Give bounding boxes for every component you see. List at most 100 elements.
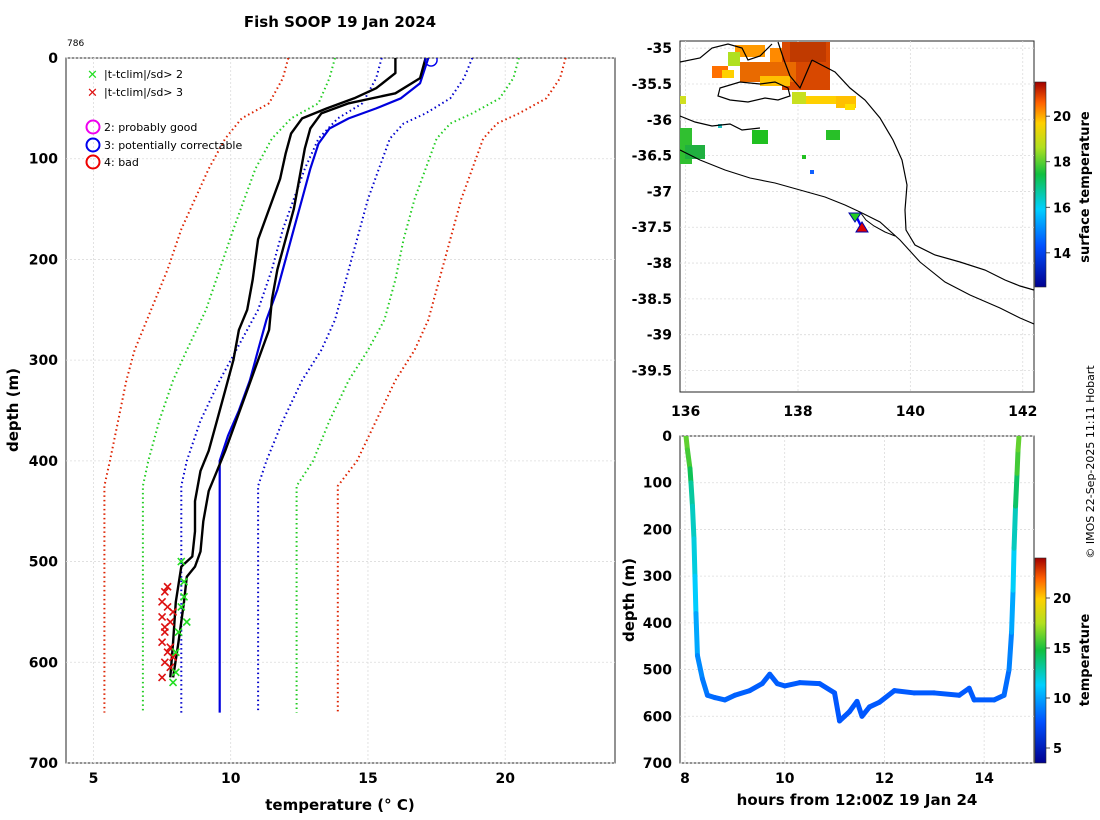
map-x-tick-label: 142 [1008, 404, 1037, 420]
temp-cbar-tick-label: 5 [1053, 742, 1062, 757]
flag-sd3-point [160, 622, 169, 632]
dt-segment [1014, 447, 1021, 476]
legend-marker-sd2: ✕ [87, 68, 98, 83]
dt-y-tick-label: 400 [643, 616, 672, 632]
flag-sd2-point [174, 628, 183, 637]
dt-segment [1006, 629, 1015, 673]
dt-segment [694, 653, 705, 682]
profile-ylabel: depth (m) [4, 368, 22, 452]
legend-item-sd2: ✕ |t-tclim|/sd> 2 [87, 68, 183, 83]
coastline [680, 43, 1034, 291]
map-y-tick-label: -38 [647, 256, 672, 272]
flag-sd2-point [171, 668, 180, 677]
map-x-tick-label: 138 [783, 404, 812, 420]
profile-legend: ✕ |t-tclim|/sd> 2 ✕ |t-tclim|/sd> 3 2: p… [85, 68, 242, 170]
dt-x-tick-label: 14 [974, 771, 994, 787]
flag-sd2-point [179, 577, 189, 586]
map-y-tick-label: -38.5 [632, 292, 672, 308]
y-tick-label: 300 [29, 353, 58, 369]
legend-label-sd3: |t-tclim|/sd> 3 [104, 86, 183, 99]
eyre-coast [680, 115, 761, 131]
kangaroo-island [717, 81, 791, 103]
depth-time-ticks: 8 10 12 14 0 100 200 300 400 500 600 700 [643, 429, 994, 787]
series-clim-1sd [180, 58, 383, 713]
dt-y-tick-label: 700 [643, 756, 672, 772]
series-measured-b [171, 58, 427, 678]
legend-item-bad: 4: bad [85, 154, 139, 170]
sst-cbar-tick-label: 20 [1053, 110, 1071, 125]
dt-segment [817, 681, 838, 696]
depth-time-panel: 8 10 12 14 0 100 200 300 400 500 600 700 hours from… [620, 429, 1093, 809]
flag-sd3-point [168, 607, 178, 616]
depth-time-grid [680, 435, 1034, 764]
legend-marker-bad [85, 154, 101, 170]
map-y-tick-label: -39 [647, 328, 672, 344]
flag-sd2-point [177, 602, 186, 611]
dt-segment [832, 690, 843, 724]
dt-segment [691, 536, 698, 579]
flag-sd3-point [158, 612, 167, 622]
sst-colorbar-label: surface temperature [1078, 111, 1093, 263]
yorke-peninsula [777, 41, 813, 90]
dt-segment [693, 611, 700, 659]
y-tick-label: 600 [29, 655, 58, 671]
dt-segment [1010, 545, 1017, 593]
credit-text: © IMOS 22-Sep-2025 11:11 Hobart [1084, 365, 1097, 559]
x-tick-label: 15 [358, 771, 377, 787]
temp-colorbar-label: temperature [1078, 614, 1093, 707]
map-content [680, 41, 1034, 325]
legend-marker-sd3: ✕ [87, 86, 98, 101]
y-tick-label: 0 [48, 51, 58, 67]
y-tick-label: 500 [29, 555, 58, 571]
map-y-tick-label: -37 [647, 184, 672, 200]
dt-segment [732, 688, 753, 698]
dt-segment [797, 680, 823, 687]
cruise-id: 786 [67, 39, 84, 49]
map-y-tick-label: -35.5 [632, 77, 672, 93]
temp-cbar-tick-label: 10 [1053, 692, 1071, 707]
map-x-tick-label: 136 [671, 404, 700, 420]
dt-segment [1001, 667, 1012, 698]
legend-label-sd2: |t-tclim|/sd> 2 [104, 68, 183, 81]
profile-grid [66, 57, 615, 764]
dt-y-tick-label: 500 [643, 663, 672, 679]
flag-sd2-point [179, 592, 189, 601]
sst-cbar-tick-label: 14 [1053, 247, 1071, 262]
dt-y-tick-label: 200 [643, 522, 672, 538]
flag-sd2-point [177, 557, 186, 566]
dt-segment [876, 688, 897, 705]
temp-cbar-tick-label: 20 [1053, 592, 1071, 607]
y-tick-label: 700 [29, 756, 58, 772]
legend-label-bad: 4: bad [104, 156, 139, 169]
sst-colorbar [1034, 81, 1047, 288]
legend-label-correctable: 3: potentially correctable [104, 139, 242, 152]
sst-colorbar-ticks: 14 16 18 20 [1046, 110, 1071, 262]
map-y-tick-label: -36.5 [632, 149, 672, 165]
legend-marker-correctable [85, 137, 101, 153]
dt-segment [689, 503, 697, 542]
dt-segment [692, 573, 699, 617]
map-y-tick-label: -37.5 [632, 220, 672, 236]
y-tick-label: 200 [29, 252, 58, 268]
dt-segment [782, 680, 803, 689]
profile-xlabel: temperature (° C) [265, 796, 415, 814]
x-tick-label: 5 [89, 771, 99, 787]
sst-cbar-tick-label: 18 [1053, 156, 1071, 171]
dt-y-tick-label: 100 [643, 476, 672, 492]
legend-label-probably-good: 2: probably good [104, 121, 197, 134]
dt-x-tick-label: 8 [680, 771, 690, 787]
flag-sd3-point [158, 673, 167, 682]
coastline-lower [859, 211, 896, 237]
flag-sd3-point [168, 653, 178, 662]
dt-segment [688, 480, 695, 509]
flagged-points [158, 58, 438, 687]
x-tick-label: 10 [221, 771, 241, 787]
depth-time-axes-box [679, 435, 1035, 764]
flag-sd3-point [163, 582, 172, 591]
dt-x-tick-label: 10 [775, 771, 795, 787]
flag-sd3-point [158, 638, 167, 647]
figure-title: Fish SOOP 19 Jan 2024 [244, 13, 436, 31]
dt-segment [684, 447, 693, 472]
legend-item-probably-good: 2: probably good [85, 119, 197, 135]
